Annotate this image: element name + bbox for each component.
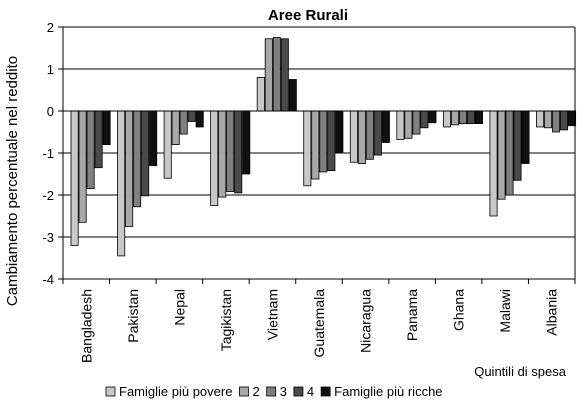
y-tick-label: 2 [47,20,54,35]
bar-ghana-1 [442,110,451,128]
bar-pakistan-3 [133,110,142,208]
bar-pakistan-5 [149,110,158,166]
bars [70,37,577,257]
bar-bangladesh-1 [70,110,79,246]
bar-malawi-5 [521,110,530,164]
legend-swatch [239,386,249,397]
category-label: Nicaragua [358,289,374,353]
bar-guatemala-5 [335,110,344,154]
category-label: Albania [544,289,560,336]
legend-swatch [266,386,277,397]
legend-label: 4 [307,384,314,399]
bar-vietnam-3 [272,37,281,112]
bar-panama-4 [420,110,429,129]
bar-albania-1 [536,110,545,128]
bar-tagikistan-1 [210,110,219,206]
x-axis-label: Quintili di spesa [474,364,567,379]
bar-nicaragua-5 [381,110,390,143]
bar-tagikistan-4 [234,110,243,194]
legend-label: Famiglie più povere [119,384,232,399]
legend-swatch [293,386,304,397]
bar-tagikistan-5 [242,110,251,175]
axes [58,26,576,284]
category-label: Bangladesh [78,289,94,363]
chart-title: Aree Rurali [268,7,348,24]
bar-pakistan-4 [141,110,150,197]
legend-label: Famiglie più ricche [334,384,442,399]
bar-bangladesh-5 [102,110,111,145]
y-tick-labels: -4 -3 -2 -1 0 1 2 [42,20,54,287]
bar-nepal-4 [187,110,196,122]
legend-label: 3 [280,384,287,399]
bar-ghana-5 [474,110,483,124]
bar-malawi-1 [489,110,498,217]
legend-swatch [320,386,331,397]
bar-panama-1 [396,110,405,140]
category-label: Panama [404,289,420,341]
bar-ghana-2 [450,110,459,126]
category-label: Vietnam [264,289,280,340]
bar-nepal-2 [171,110,180,145]
y-tick-label: 0 [47,104,54,119]
bar-nepal-5 [195,110,204,128]
bar-panama-3 [412,110,421,135]
bar-vietnam-1 [256,77,265,112]
bar-nepal-3 [179,110,188,135]
bar-malawi-4 [513,110,522,181]
y-tick-label: -1 [42,146,54,161]
bar-panama-2 [404,110,413,139]
bar-tagikistan-2 [218,110,227,198]
category-label: Tagikistan [218,289,234,351]
category-label: Nepal [171,289,187,326]
y-tick-label: -4 [42,272,54,287]
legend-label: 2 [252,384,259,399]
bar-bangladesh-4 [94,110,103,169]
bar-ghana-4 [466,110,475,124]
bar-vietnam-4 [280,38,289,112]
bar-guatemala-3 [319,110,328,173]
y-tick-label: -2 [42,188,54,203]
bar-albania-4 [560,110,569,131]
bar-tagikistan-3 [226,110,235,193]
category-label: Malawi [497,289,513,333]
bar-vietnam-5 [288,79,297,112]
bar-panama-5 [428,110,437,124]
bar-guatemala-2 [311,110,320,180]
bar-guatemala-1 [303,110,312,187]
bar-pakistan-2 [125,110,134,227]
bar-malawi-2 [497,110,506,200]
bar-bangladesh-2 [78,110,87,223]
bar-ghana-3 [458,110,467,124]
category-label: Ghana [451,289,467,331]
y-tick-label: -3 [42,230,54,245]
bar-albania-3 [552,110,561,133]
bar-guatemala-4 [327,110,336,172]
bar-nicaragua-4 [373,110,382,156]
category-label: Pakistan [125,289,141,343]
category-label: Guatemala [311,289,327,358]
legend: Famiglie più povere 2 3 4 Famiglie più ricch… [105,384,443,399]
bar-malawi-3 [505,110,514,196]
bar-nicaragua-3 [365,110,374,160]
y-tick-label: 1 [47,62,54,77]
bar-nicaragua-1 [349,110,358,163]
y-axis-label: Cambiamento percentuale nel reddito [4,56,21,306]
bar-nicaragua-2 [357,110,366,164]
bar-vietnam-2 [264,38,273,112]
legend-swatch [105,386,116,397]
bar-nepal-1 [163,110,172,179]
bar-albania-2 [544,110,553,129]
x-category-labels: Bangladesh Pakistan Nepal Tagikistan Vietnam… [78,289,559,363]
bar-pakistan-1 [117,110,126,257]
bar-bangladesh-3 [86,110,95,190]
